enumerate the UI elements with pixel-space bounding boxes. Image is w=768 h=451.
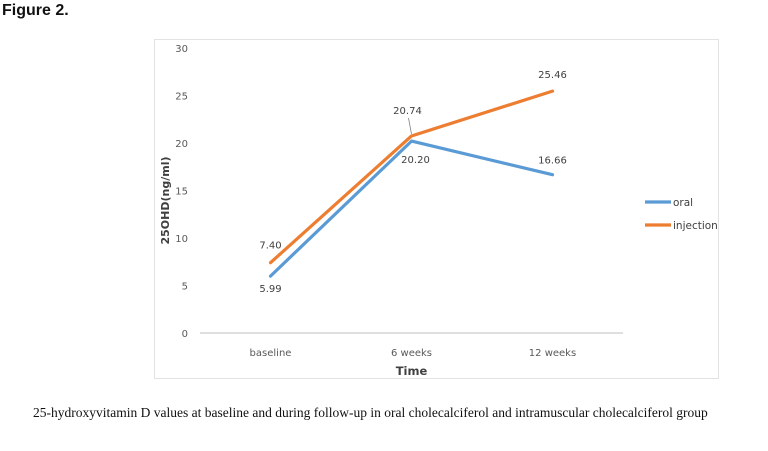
chart-container: 0 5 10 15 20 25 30 baseline 6 weeks 12 weeks Time 2… xyxy=(154,39,719,379)
y-tick-label: 0 xyxy=(182,329,188,340)
data-label-layer: 5.99 20.20 16.66 7.40 20.74 25.46 xyxy=(259,70,566,295)
series-layer xyxy=(268,89,555,278)
y-axis-title: 25OHD(ng/ml) xyxy=(159,156,172,244)
legend-label-oral: oral xyxy=(673,197,693,209)
data-label-injection: 7.40 xyxy=(259,241,281,252)
y-tick-label: 15 xyxy=(175,187,188,198)
y-tick-label: 20 xyxy=(175,139,188,150)
x-tick-label: 12 weeks xyxy=(529,348,576,359)
data-label-injection: 20.74 xyxy=(393,106,422,117)
data-label-injection: 25.46 xyxy=(538,70,567,81)
series-line-injection xyxy=(268,89,555,265)
data-label-oral: 5.99 xyxy=(259,284,281,295)
legend-label-injection: injection xyxy=(673,220,718,232)
axis-layer: 0 5 10 15 20 25 30 baseline 6 weeks 12 weeks Time 2… xyxy=(159,44,623,378)
figure-label: Figure 2. xyxy=(2,2,69,19)
y-tick-label: 30 xyxy=(175,44,188,55)
line-chart: 0 5 10 15 20 25 30 baseline 6 weeks 12 weeks Time 2… xyxy=(159,44,718,378)
figure-caption: 25-hydroxyvitamin D values at baseline a… xyxy=(33,405,708,420)
y-tick-label: 10 xyxy=(175,234,188,245)
y-tick-label: 25 xyxy=(175,92,188,103)
legend: oral injection xyxy=(645,197,718,232)
x-tick-label: 6 weeks xyxy=(391,348,432,359)
x-tick-label: baseline xyxy=(250,348,292,359)
x-axis-title: Time xyxy=(396,364,428,378)
data-label-leader-line xyxy=(408,117,412,135)
data-label-oral: 16.66 xyxy=(538,156,567,167)
series-line-oral xyxy=(268,139,555,278)
data-label-oral: 20.20 xyxy=(401,155,430,166)
y-tick-label: 5 xyxy=(182,282,188,293)
